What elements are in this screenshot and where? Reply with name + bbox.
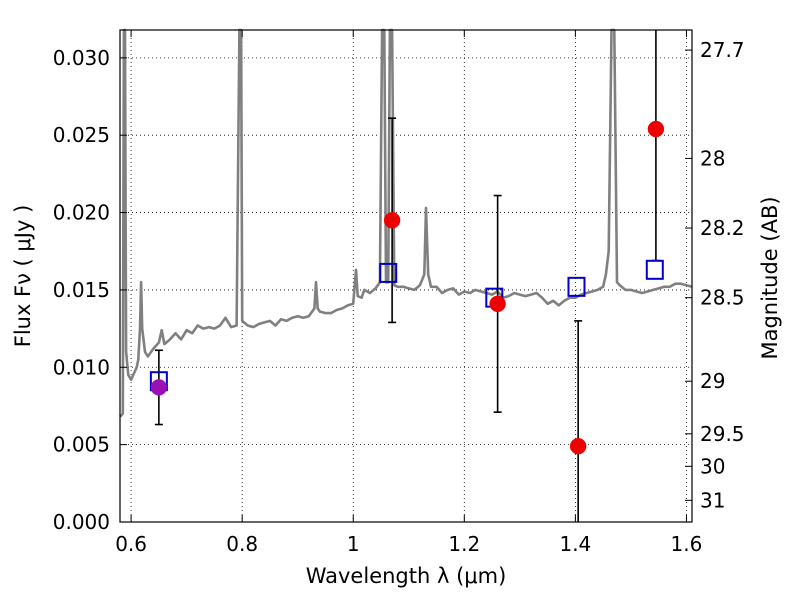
observed-point — [647, 120, 665, 138]
y2-axis-label: Magnitude (AB) — [758, 196, 782, 359]
y-tick-label: 0.030 — [53, 46, 110, 70]
y-tick-label: 0.010 — [53, 355, 110, 379]
model-point — [379, 262, 398, 283]
y-axis-ticks: 0.000 0.005 0.010 0.015 0.020 0.025 0.030 — [53, 46, 127, 534]
y2-tick-label: 30 — [700, 454, 725, 478]
x-axis-label: Wavelength λ (μm) — [306, 564, 507, 588]
y-tick-label: 0.000 — [53, 510, 110, 534]
observed-point-series — [150, 120, 665, 455]
y2-tick-label: 27.7 — [700, 38, 745, 62]
y-tick-label: 0.005 — [53, 433, 110, 457]
x-tick-label: 1 — [347, 532, 360, 556]
y2-tick-label: 28.5 — [700, 286, 745, 310]
y-axis-label: Flux Fν ( μJy ) — [11, 205, 35, 348]
x-axis-ticks: 0.6 0.8 1 1.2 1.4 1.6 — [115, 30, 702, 556]
y-tick-label: 0.020 — [53, 201, 110, 225]
y2-tick-label: 31 — [700, 488, 725, 512]
y2-tick-label: 29.5 — [700, 422, 745, 446]
y-tick-label: 0.025 — [53, 123, 110, 147]
y2-tick-label: 29 — [700, 369, 725, 393]
observed-point — [150, 379, 168, 396]
observed-point — [569, 437, 587, 455]
plot-background — [120, 30, 692, 522]
x-tick-label: 1.6 — [671, 532, 703, 556]
x-tick-label: 0.8 — [226, 532, 258, 556]
y2-tick-label: 28 — [700, 146, 725, 170]
observed-point — [383, 212, 401, 229]
x-tick-label: 0.6 — [115, 532, 147, 556]
y2-axis-ticks: 27.7 28 28.2 28.5 29 29.5 30 31 — [685, 38, 745, 512]
observed-point — [489, 295, 506, 313]
y2-tick-label: 28.2 — [700, 216, 745, 240]
model-point — [645, 259, 664, 280]
x-tick-label: 1.2 — [448, 532, 480, 556]
model-point — [567, 276, 586, 297]
y-tick-label: 0.015 — [53, 278, 110, 302]
plot-frame — [119, 29, 693, 523]
x-tick-label: 1.4 — [559, 532, 591, 556]
